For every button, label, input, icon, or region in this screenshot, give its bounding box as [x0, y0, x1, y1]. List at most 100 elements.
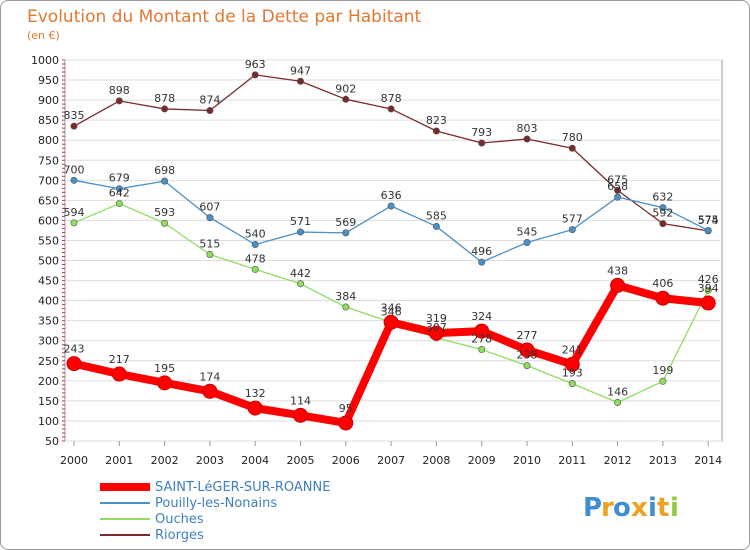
- legend-label: SAINT-LéGER-SUR-ROANNE: [155, 480, 330, 495]
- x-tick-label: 2009: [468, 454, 496, 467]
- data-label: 898: [109, 84, 130, 97]
- data-label: 174: [199, 370, 220, 383]
- data-label: 217: [109, 353, 130, 366]
- data-point: [659, 220, 667, 228]
- x-tick-label: 2003: [196, 454, 224, 467]
- data-point: [296, 77, 304, 85]
- data-label: 132: [245, 387, 266, 400]
- data-label: 642: [109, 187, 130, 200]
- svg-text:P: P: [583, 493, 602, 523]
- data-label: 241: [562, 343, 583, 356]
- data-point: [700, 295, 716, 311]
- data-point: [161, 105, 169, 113]
- y-tick-label: 650: [38, 194, 59, 207]
- x-tick-label: 2014: [694, 454, 722, 467]
- data-label: 199: [652, 364, 673, 377]
- data-point: [247, 400, 263, 416]
- series-layer: [66, 71, 716, 431]
- data-point: [523, 135, 531, 143]
- y-tick-label: 600: [38, 214, 59, 227]
- data-label: 698: [154, 164, 175, 177]
- y-tick-label: 800: [38, 134, 59, 147]
- data-label: 823: [426, 114, 447, 127]
- svg-text:x: x: [631, 493, 648, 523]
- data-label: 835: [64, 109, 85, 122]
- data-label: 780: [562, 131, 583, 144]
- data-point: [115, 97, 123, 105]
- data-label: 594: [64, 206, 85, 219]
- data-label: 878: [381, 92, 402, 105]
- y-tick-label: 500: [38, 255, 59, 268]
- data-label: 569: [335, 216, 356, 229]
- data-point: [478, 346, 486, 354]
- data-point: [610, 277, 626, 293]
- data-point: [704, 286, 712, 294]
- data-label: 384: [335, 290, 356, 303]
- y-tick-label: 150: [38, 395, 59, 408]
- data-label: 324: [471, 310, 492, 323]
- data-point: [161, 177, 169, 185]
- data-point: [659, 377, 667, 385]
- data-point: [387, 202, 395, 210]
- data-point: [614, 193, 622, 201]
- data-point: [383, 314, 399, 330]
- data-label: 438: [607, 264, 628, 277]
- data-point: [206, 107, 214, 115]
- data-point: [251, 71, 259, 79]
- data-label: 636: [381, 189, 402, 202]
- data-point: [206, 251, 214, 259]
- legend-label: Pouilly-les-Nonains: [155, 496, 277, 511]
- data-label: 346: [381, 305, 402, 318]
- y-axis: 50 100 150 200 250 300 350 400 450 500 550 600 650 70…: [31, 54, 65, 448]
- y-tick-label: 1000: [31, 54, 59, 67]
- data-point: [251, 240, 259, 248]
- data-point: [568, 226, 576, 234]
- data-label: 95: [339, 402, 353, 415]
- y-tick-label: 400: [38, 295, 59, 308]
- data-point: [296, 228, 304, 236]
- data-point: [157, 375, 173, 391]
- x-tick-label: 2012: [604, 454, 632, 467]
- data-point: [338, 415, 354, 431]
- data-point: [432, 222, 440, 230]
- data-label: 238: [517, 349, 538, 362]
- y-tick-label: 300: [38, 335, 59, 348]
- data-label: 515: [199, 238, 220, 251]
- y-tick-label: 200: [38, 375, 59, 388]
- svg-text:t: t: [657, 493, 669, 523]
- data-point: [478, 258, 486, 266]
- y-tick-label: 900: [38, 94, 59, 107]
- data-point: [111, 366, 127, 382]
- data-point: [342, 95, 350, 103]
- data-point: [568, 380, 576, 388]
- data-point: [115, 200, 123, 208]
- data-label: 114: [290, 394, 311, 407]
- data-label: 577: [562, 213, 583, 226]
- data-label: 478: [245, 252, 266, 265]
- svg-text:o: o: [613, 493, 631, 523]
- data-point: [478, 139, 486, 147]
- y-tick-label: 750: [38, 154, 59, 167]
- data-point: [342, 303, 350, 311]
- data-label: 593: [154, 206, 175, 219]
- data-label: 963: [245, 58, 266, 71]
- data-labels: 835 898 878 874 963 947 902 878 823 793 803 780 675 5…: [64, 58, 719, 415]
- data-point: [614, 186, 622, 194]
- y-tick-label: 700: [38, 174, 59, 187]
- data-point: [655, 290, 671, 306]
- data-label: 195: [154, 362, 175, 375]
- data-label: 947: [290, 64, 311, 77]
- plot-background: [64, 59, 723, 442]
- x-tick-label: 2002: [151, 454, 179, 467]
- data-label: 193: [562, 367, 583, 380]
- data-point: [293, 407, 308, 423]
- data-label: 632: [652, 191, 673, 204]
- data-point: [202, 383, 218, 399]
- data-label: 592: [652, 207, 673, 220]
- data-label: 658: [607, 180, 628, 193]
- y-tick-label: 100: [38, 415, 59, 428]
- x-tick-label: 2008: [422, 454, 450, 467]
- data-point: [70, 219, 78, 227]
- data-point: [387, 105, 395, 113]
